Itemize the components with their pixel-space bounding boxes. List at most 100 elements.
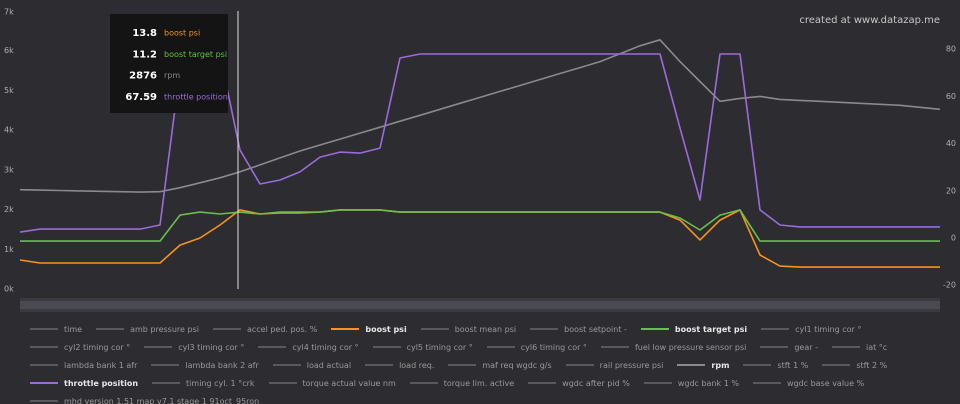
legend-item[interactable]: torque actual value nm — [268, 376, 396, 390]
legend-label: boost target psi — [674, 324, 748, 334]
legend-swatch — [30, 364, 58, 366]
legend-swatch — [30, 346, 58, 348]
legend-item[interactable]: boost psi — [331, 322, 407, 336]
legend-swatch — [677, 364, 706, 366]
y-tick-label: 4k — [4, 126, 14, 135]
legend-swatch — [448, 364, 477, 366]
legend-label: gear - — [794, 342, 818, 352]
legend-item[interactable]: wgdc base value % — [752, 376, 864, 390]
tooltip-label: rpm — [164, 71, 180, 80]
y2-tick-label: 0 — [951, 234, 956, 243]
tooltip-label: boost psi — [164, 29, 200, 38]
y-tick-label: 6k — [4, 46, 14, 55]
legend-label: load actual — [306, 360, 352, 370]
legend-swatch — [144, 346, 173, 348]
legend-label: lambda bank 1 afr — [64, 360, 138, 370]
series-line — [19, 209, 940, 268]
legend-item[interactable]: lambda bank 2 afr — [151, 358, 259, 372]
series-line — [19, 53, 940, 233]
legend-label: cyl2 timing cor ° — [64, 342, 131, 352]
legend-item[interactable]: cyl4 timing cor ° — [258, 340, 359, 354]
tooltip-value: 67.59 — [125, 92, 157, 103]
legend-item[interactable]: rpm — [677, 358, 729, 372]
legend-item[interactable]: load actual — [272, 358, 352, 372]
legend-swatch — [822, 364, 851, 366]
legend-swatch — [831, 346, 860, 348]
legend-swatch — [760, 346, 789, 348]
legend-item[interactable]: boost setpoint - — [530, 322, 627, 336]
y-tick-label: 5k — [4, 86, 14, 95]
legend-label: boost psi — [365, 324, 407, 334]
legend-item[interactable]: load req. — [365, 358, 434, 372]
legend-swatch — [640, 328, 669, 330]
legend-swatch — [30, 382, 58, 384]
legend-item[interactable]: cyl3 timing cor ° — [144, 340, 244, 354]
legend-item[interactable]: cyl2 timing cor ° — [30, 340, 130, 354]
y2-tick-label: 20 — [946, 186, 956, 195]
legend-item[interactable]: boost mean psi — [420, 322, 517, 336]
legend-label: stft 1 % — [777, 360, 809, 370]
legend-item[interactable]: time — [30, 322, 82, 336]
legend-item[interactable]: accel ped. pos. % — [212, 322, 318, 336]
legend-label: torque actual value nm — [302, 378, 396, 388]
tooltip — [110, 14, 228, 113]
legend-label: stft 2 % — [856, 360, 888, 370]
legend-swatch — [272, 364, 301, 366]
legend-item[interactable]: lambda bank 1 afr — [30, 358, 137, 372]
legend-swatch — [268, 382, 297, 384]
legend-swatch — [643, 382, 672, 384]
legend-item[interactable]: fuel low pressure sensor psi — [600, 340, 746, 354]
legend-swatch — [420, 328, 449, 330]
legend-item[interactable]: cyl5 timing cor ° — [372, 340, 473, 354]
legend-label: throttle position — [64, 378, 139, 388]
legend-item[interactable]: rail pressure psi — [565, 358, 664, 372]
legend-item[interactable]: stft 1 % — [743, 358, 808, 372]
legend-swatch — [365, 364, 394, 366]
legend-swatch — [30, 328, 58, 330]
legend-label: maf req wgdc g/s — [482, 360, 552, 370]
legend-label: mhd version 1.51 map v7.1 stage 1 91oct_… — [64, 396, 260, 404]
watermark: created at www.datazap.me — [799, 15, 940, 26]
y-tick-label: 3k — [4, 165, 14, 174]
legend-label: cyl4 timing cor ° — [292, 342, 359, 352]
y-tick-label: 1k — [4, 245, 14, 254]
legend-swatch — [528, 382, 557, 384]
legend-item[interactable]: iat °c — [831, 340, 888, 354]
tooltip-value: 2876 — [129, 71, 157, 82]
legend-label: accel ped. pos. % — [246, 324, 318, 334]
y-tick-label: 0k — [4, 285, 14, 294]
legend-item[interactable]: cyl1 timing cor ° — [761, 322, 861, 336]
legend-label: timing cyl. 1 °crk — [186, 378, 255, 388]
legend-item[interactable]: stft 2 % — [822, 358, 887, 372]
legend-item[interactable]: gear - — [760, 340, 818, 354]
legend-label: cyl3 timing cor ° — [178, 342, 245, 352]
legend-swatch — [152, 382, 181, 384]
legend-item[interactable]: throttle position — [30, 376, 138, 390]
legend-label: load req. — [399, 360, 435, 370]
legend-item[interactable]: timing cyl. 1 °crk — [152, 376, 255, 390]
legend-label: wgdc after pid % — [562, 378, 630, 388]
legend-item[interactable]: mhd version 1.51 map v7.1 stage 1 91oct_… — [30, 394, 259, 404]
legend-label: lambda bank 2 afr — [185, 360, 259, 370]
legend-item[interactable]: wgdc after pid % — [528, 376, 630, 390]
legend-item[interactable]: torque lim. active — [409, 376, 515, 390]
legend-label: iat °c — [865, 342, 888, 352]
legend-item[interactable]: amb pressure psi — [96, 322, 199, 336]
legend-label: boost mean psi — [454, 324, 517, 334]
y2-tick-label: 80 — [946, 45, 956, 54]
legend-item[interactable]: cyl6 timing cor ° — [486, 340, 587, 354]
tooltip-value: 13.8 — [132, 28, 157, 39]
series-line — [20, 209, 940, 242]
legend-item[interactable]: wgdc bank 1 % — [643, 376, 739, 390]
legend-item[interactable]: maf req wgdc g/s — [448, 358, 552, 372]
legend-item[interactable]: boost target psi — [640, 322, 748, 336]
legend-swatch — [743, 364, 772, 366]
legend-label: cyl5 timing cor ° — [406, 342, 473, 352]
legend-label: boost setpoint - — [564, 324, 627, 334]
y2-tick-label: 60 — [946, 92, 956, 101]
scroll-thumb[interactable] — [20, 301, 940, 309]
legend-label: rail pressure psi — [599, 360, 664, 370]
legend-label: torque lim. active — [443, 378, 515, 388]
